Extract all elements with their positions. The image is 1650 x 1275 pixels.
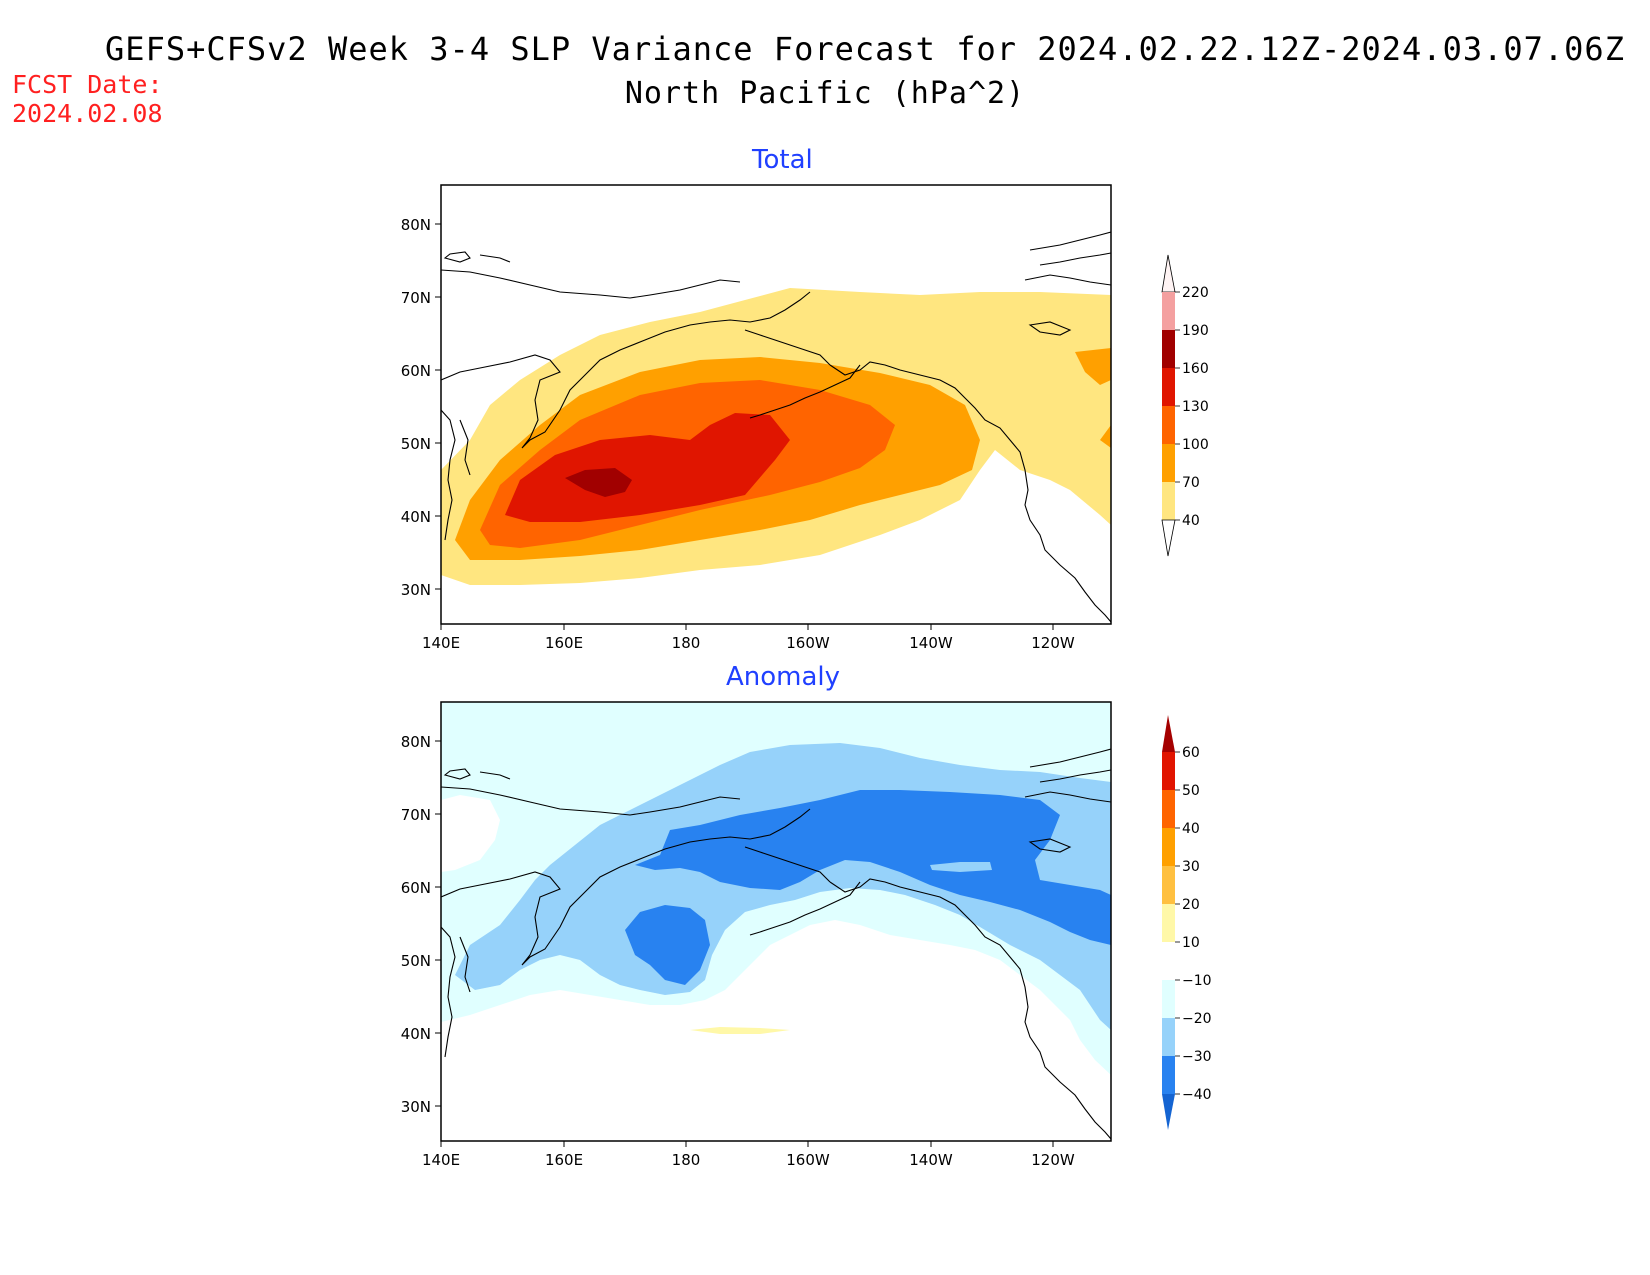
total-colorbar-swatch <box>1162 368 1175 406</box>
total-fill-160 <box>565 468 632 497</box>
anomaly-colorbar-swatch <box>1162 942 1175 980</box>
anomaly-colorbar-swatch <box>1162 752 1175 790</box>
anomaly-lon-tick: 160W <box>786 1151 830 1169</box>
forecast-date-block: FCST Date: 2024.02.08 <box>12 70 163 128</box>
anomaly-colorbar-swatch <box>1162 790 1175 828</box>
total-colorbar-label: 70 <box>1182 475 1200 491</box>
chart-title: GEFS+CFSv2 Week 3-4 SLP Variance Forecas… <box>105 30 1625 68</box>
anomaly-panel-title: Anomaly <box>726 662 841 692</box>
forecast-date-label: FCST Date: <box>12 70 163 99</box>
anomaly-frame <box>440 701 1112 1142</box>
total-lat-tick: 40N <box>401 508 431 526</box>
anomaly-colorbar-swatch <box>1162 1056 1175 1094</box>
anomaly-colorbar-label: 30 <box>1182 859 1200 875</box>
anomaly-colorbar-label: 10 <box>1182 935 1200 951</box>
total-axes: 80N 70N 60N 50N 40N 30N 140E 160E 180 16… <box>401 216 1075 652</box>
anomaly-lon-tick: 140E <box>422 1151 460 1169</box>
anomaly-fill-minus10-inset <box>930 862 992 872</box>
anomaly-colorbar-label: 50 <box>1182 783 1200 799</box>
total-lon-tick: 180 <box>672 634 701 652</box>
anomaly-fill-minus30 <box>635 790 1111 945</box>
anomaly-colorbar-swatch <box>1162 866 1175 904</box>
anomaly-lat-tick: 30N <box>401 1098 431 1116</box>
total-colorbar-bottom-arrow <box>1161 519 1176 557</box>
total-lon-tick: 140E <box>422 634 460 652</box>
total-fill-70-east2 <box>1100 425 1111 448</box>
total-colorbar: 220 190 160 130 100 70 40 <box>1161 254 1209 557</box>
total-colorbar-swatch <box>1162 406 1175 444</box>
anomaly-lat-tick: 40N <box>401 1025 431 1043</box>
total-lon-tick: 120W <box>1031 634 1075 652</box>
anomaly-lat-tick: 50N <box>401 952 431 970</box>
anomaly-colorbar-label: −30 <box>1182 1049 1212 1065</box>
anomaly-contours <box>441 702 1111 1140</box>
total-lat-tick: 50N <box>401 435 431 453</box>
anomaly-lat-tick: 80N <box>401 733 431 751</box>
total-lat-tick: 60N <box>401 362 431 380</box>
total-colorbar-swatch <box>1162 482 1175 520</box>
total-panel-title: Total <box>752 145 813 175</box>
total-lat-tick: 70N <box>401 289 431 307</box>
anomaly-lon-tick: 180 <box>672 1151 701 1169</box>
anomaly-colorbar-swatch <box>1162 980 1175 1018</box>
total-colorbar-label: 160 <box>1182 361 1209 377</box>
anomaly-fill-minus30-west <box>625 905 710 985</box>
total-colorbar-label: 130 <box>1182 399 1209 415</box>
total-map <box>440 184 1112 625</box>
anomaly-colorbar-label: −40 <box>1182 1087 1212 1103</box>
anomaly-colorbar-swatch <box>1162 1018 1175 1056</box>
anomaly-colorbar-bottom-arrow <box>1162 1094 1175 1130</box>
total-colorbar-label: 220 <box>1182 285 1209 301</box>
anomaly-lat-tick: 60N <box>401 879 431 897</box>
total-lat-tick: 30N <box>401 581 431 599</box>
total-colorbar-label: 40 <box>1182 513 1200 529</box>
anomaly-colorbar: 60 50 40 30 20 10 −10 −20 −30 −40 <box>1162 715 1212 1130</box>
total-colorbar-label: 190 <box>1182 323 1209 339</box>
total-colorbar-swatch <box>1162 444 1175 482</box>
anomaly-map <box>440 701 1112 1142</box>
anomaly-colorbar-label: −20 <box>1182 1011 1212 1027</box>
total-colorbar-top-arrow <box>1161 254 1176 293</box>
anomaly-colorbar-top-arrow <box>1162 715 1175 752</box>
chart-subtitle: North Pacific (hPa^2) <box>624 76 1026 111</box>
total-colorbar-label: 100 <box>1182 437 1209 453</box>
total-coastlines <box>441 231 1111 623</box>
anomaly-colorbar-swatch <box>1162 904 1175 942</box>
anomaly-colorbar-label: 60 <box>1182 745 1200 761</box>
anomaly-lon-tick: 160E <box>545 1151 583 1169</box>
total-colorbar-swatch <box>1162 292 1175 330</box>
forecast-date-value: 2024.02.08 <box>12 99 163 128</box>
total-lon-tick: 160E <box>545 634 583 652</box>
total-fill-70-east <box>1075 348 1111 385</box>
total-lon-tick: 160W <box>786 634 830 652</box>
anomaly-fill-plus10 <box>690 1027 790 1034</box>
anomaly-colorbar-label: 40 <box>1182 821 1200 837</box>
total-fill-130 <box>505 413 790 522</box>
total-colorbar-swatch <box>1162 330 1175 368</box>
total-lon-tick: 140W <box>909 634 953 652</box>
anomaly-colorbar-label: −10 <box>1182 973 1212 989</box>
anomaly-lon-tick: 140W <box>909 1151 953 1169</box>
anomaly-white-pocket <box>441 795 500 872</box>
anomaly-coastlines <box>441 748 1111 1140</box>
total-frame <box>440 184 1112 625</box>
anomaly-lon-tick: 120W <box>1031 1151 1075 1169</box>
anomaly-axes: 80N 70N 60N 50N 40N 30N 140E 160E 180 16… <box>401 733 1075 1169</box>
anomaly-lat-tick: 70N <box>401 806 431 824</box>
anomaly-colorbar-label: 20 <box>1182 897 1200 913</box>
total-lat-tick: 80N <box>401 216 431 234</box>
total-contours <box>441 231 1111 623</box>
anomaly-colorbar-swatch <box>1162 828 1175 866</box>
